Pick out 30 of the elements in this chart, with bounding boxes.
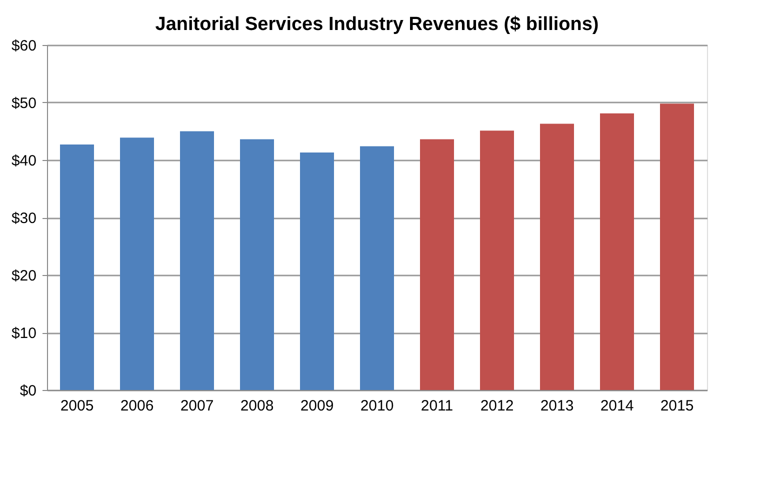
bar [480,130,514,390]
x-tick-label: 2015 [660,398,694,414]
chart-title: Janitorial Services Industry Revenues ($ billions) [155,14,599,35]
y-tick-label: $0 [20,382,36,400]
y-tick-label: $10 [11,325,36,342]
bar [120,138,154,390]
y-tick-label: $60 [11,38,36,54]
x-tick-label: 2010 [360,398,394,414]
y-tick-label: $40 [11,152,36,170]
y-tick-label: $50 [11,95,36,112]
bar [60,144,94,390]
x-tick-label: 2012 [480,398,514,414]
x-tick-label: 2008 [240,398,274,414]
bar [420,139,454,390]
bar [180,131,214,390]
bar [600,113,634,390]
x-tick-label: 2009 [300,398,334,414]
y-tick-label: $30 [11,210,36,227]
bar [540,124,574,390]
y-tick-label: $20 [11,268,36,284]
x-tick-label: 2014 [600,398,634,414]
bar [240,139,274,390]
bar [360,146,394,390]
bar [300,152,334,390]
x-tick-label: 2013 [540,398,574,414]
x-tick-label: 2007 [180,398,214,414]
x-tick-label: 2006 [120,398,154,414]
x-tick-label: 2005 [60,398,94,414]
bar [660,104,694,390]
x-tick-label: 2011 [420,398,454,414]
